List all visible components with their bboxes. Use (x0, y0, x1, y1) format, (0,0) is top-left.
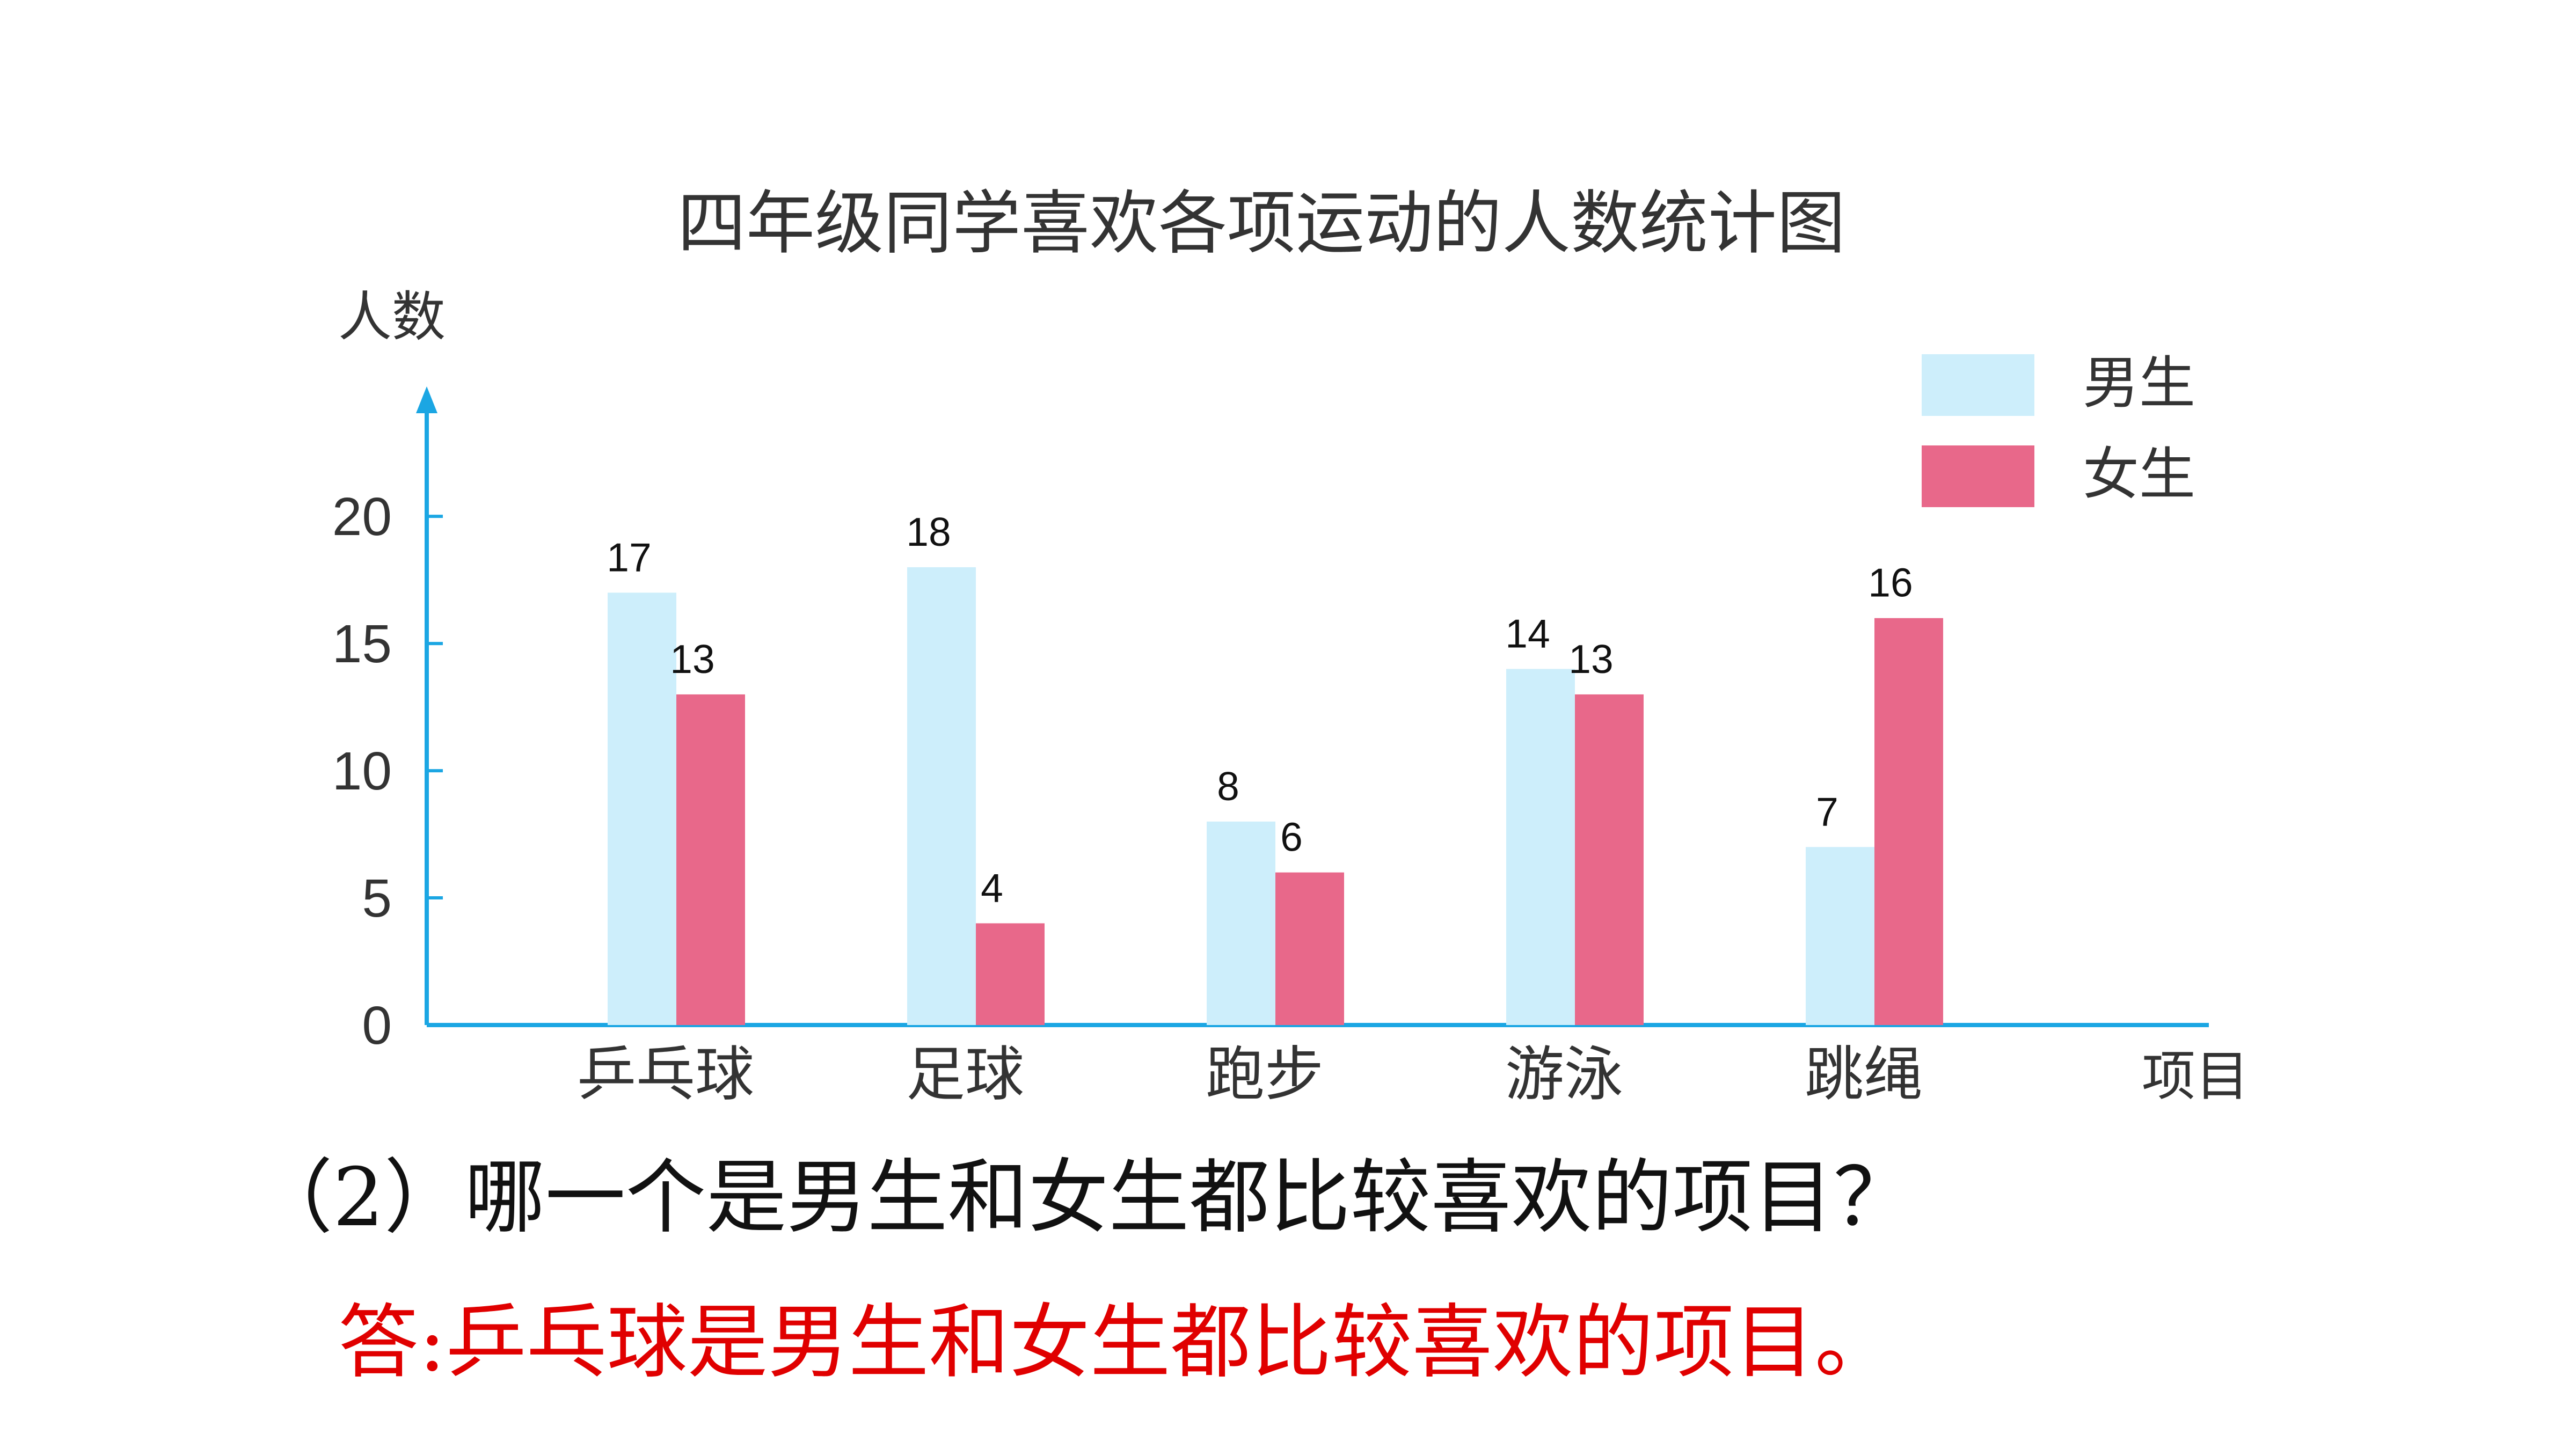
y-tick-label: 20 (332, 487, 392, 547)
bar (1806, 847, 1874, 1025)
legend-label: 女生 (2083, 442, 2195, 507)
y-ticks: 0 5 10 15 20 (332, 487, 443, 1056)
bar (1506, 669, 1575, 1025)
x-axis-label: 项目 (2142, 1045, 2249, 1108)
bar-value-label: 16 (1868, 560, 1913, 605)
x-tick-label: 跳绳 (1805, 1040, 1923, 1109)
x-tick-label: 足球 (906, 1040, 1024, 1109)
legend-swatch (1922, 445, 2034, 507)
bar (676, 694, 745, 1025)
y-tick-label: 10 (332, 741, 392, 801)
bar (976, 923, 1045, 1025)
y-axis-label: 人数 (338, 286, 446, 348)
bar (1207, 821, 1275, 1025)
chart-title: 四年级同学喜欢各项运动的人数统计图 (677, 184, 1845, 264)
bar-value-label: 8 (1217, 764, 1239, 809)
answer-text: 答:乒乓球是男生和女生都比较喜欢的项目。 (338, 1296, 1895, 1389)
legend-label: 男生 (2083, 350, 2195, 416)
x-tick-label: 游泳 (1505, 1040, 1623, 1109)
question-text: （2）哪一个是男生和女生都比较喜欢的项目？ (252, 1151, 1914, 1245)
y-tick-label: 15 (332, 614, 392, 674)
x-tick-label: 乒乓球 (577, 1040, 754, 1109)
x-tick-label: 跑步 (1206, 1040, 1324, 1109)
bar (1275, 872, 1344, 1025)
bar (1874, 618, 1943, 1025)
bars (608, 567, 1943, 1025)
bar (608, 592, 676, 1025)
bar (1575, 694, 1644, 1025)
x-tick-labels: 乒乓球 足球 跑步 游泳 跳绳 (577, 1040, 1923, 1109)
bar (907, 567, 976, 1025)
bar-value-labels: 17 13 18 4 86 14 13 7 16 (607, 509, 1913, 910)
bar-value-label: 7 (1816, 789, 1838, 834)
y-tick-label: 5 (362, 868, 392, 928)
y-axis-arrow (416, 386, 437, 413)
legend-swatch (1922, 354, 2034, 416)
bar-value-label: 13 (1568, 636, 1613, 682)
y-tick-label: 0 (362, 996, 392, 1056)
bar-value-label: 4 (981, 865, 1003, 910)
bar-value-label: 6 (1280, 815, 1303, 860)
bar-value-label: 13 (670, 636, 714, 682)
bar-value-label: 17 (607, 535, 651, 580)
bar-value-label: 18 (906, 509, 951, 554)
bar-value-label: 14 (1505, 611, 1550, 656)
